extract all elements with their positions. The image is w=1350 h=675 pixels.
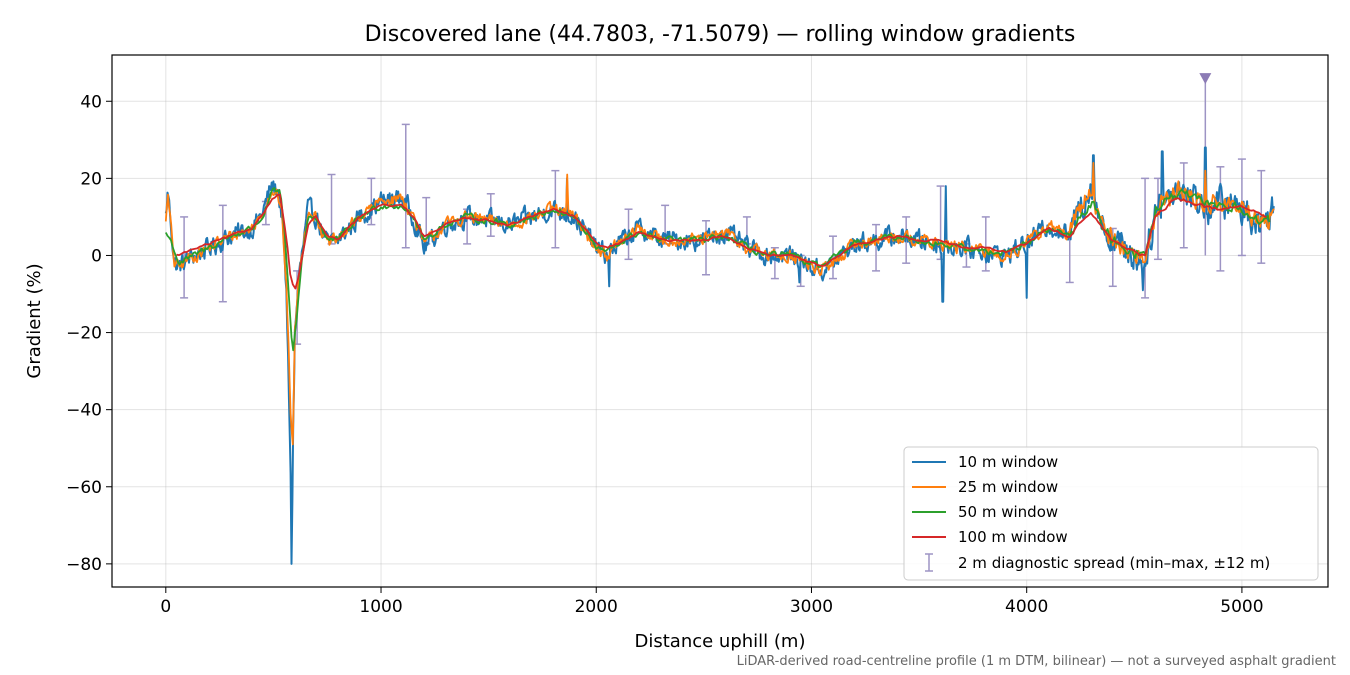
y-tick-label: −40 xyxy=(66,401,102,421)
legend-label-10m: 10 m window xyxy=(958,453,1058,471)
legend-swatch-errorbar xyxy=(925,553,933,572)
x-tick-label: 4000 xyxy=(1005,597,1048,617)
x-tick-label: 3000 xyxy=(790,597,833,617)
y-tick-label: 0 xyxy=(91,246,102,266)
max-marker-layer xyxy=(1199,73,1212,85)
y-tick-label: 20 xyxy=(80,169,102,189)
legend-label-100m: 100 m window xyxy=(958,528,1068,546)
legend-box xyxy=(903,446,1319,581)
x-tick-label: 2000 xyxy=(575,597,618,617)
diagnostic-spread-bar xyxy=(1179,162,1188,249)
plot-frame xyxy=(111,54,1329,588)
chart-title: Discovered lane (44.7803, -71.5079) — ro… xyxy=(365,22,1076,47)
x-axis-ticks: 0 1000 2000 3000 4000 5000 xyxy=(160,587,1264,617)
diagnostic-spread-bar xyxy=(702,220,711,276)
diagnostic-spread-bar xyxy=(180,216,189,299)
x-tick-label: 0 xyxy=(160,597,171,617)
y-axis-ticks: −80 −60 −40 −20 0 20 40 xyxy=(66,92,112,575)
y-tick-label: −80 xyxy=(66,555,102,575)
plot-area xyxy=(164,73,1275,565)
diagnostic-spread-bar xyxy=(218,204,227,303)
x-tick-label: 1000 xyxy=(359,597,402,617)
x-tick-label: 5000 xyxy=(1220,597,1263,617)
legend-label-errorbar: 2 m diagnostic spread (min–max, ±12 m) xyxy=(958,554,1270,572)
diagnostic-spread-bar xyxy=(828,235,837,280)
max-marker xyxy=(1199,73,1212,85)
grid xyxy=(112,55,1328,587)
series-lines xyxy=(164,146,1275,565)
y-tick-label: −20 xyxy=(66,324,102,344)
y-axis-label: Gradient (%) xyxy=(24,263,45,378)
diagnostic-spread-bar xyxy=(401,123,410,249)
legend: 10 m window 25 m window 50 m window 100 … xyxy=(903,446,1319,581)
footnote: LiDAR-derived road-centreline profile (1… xyxy=(737,654,1336,669)
y-tick-label: −60 xyxy=(66,478,102,498)
diagnostic-spread-bar xyxy=(1141,177,1150,299)
legend-label-25m: 25 m window xyxy=(958,478,1058,496)
diagnostic-spread-bar xyxy=(367,177,376,226)
legend-label-50m: 50 m window xyxy=(958,503,1058,521)
diagnostic-spread-bars xyxy=(180,78,1266,345)
diagnostic-spread-bar xyxy=(872,223,881,272)
series-line-100-m-window xyxy=(176,193,1267,290)
series-line-10-m-window xyxy=(164,146,1275,565)
diagnostic-spread-bar xyxy=(486,193,495,237)
x-axis-label: Distance uphill (m) xyxy=(635,631,806,652)
y-tick-label: 40 xyxy=(80,92,102,112)
